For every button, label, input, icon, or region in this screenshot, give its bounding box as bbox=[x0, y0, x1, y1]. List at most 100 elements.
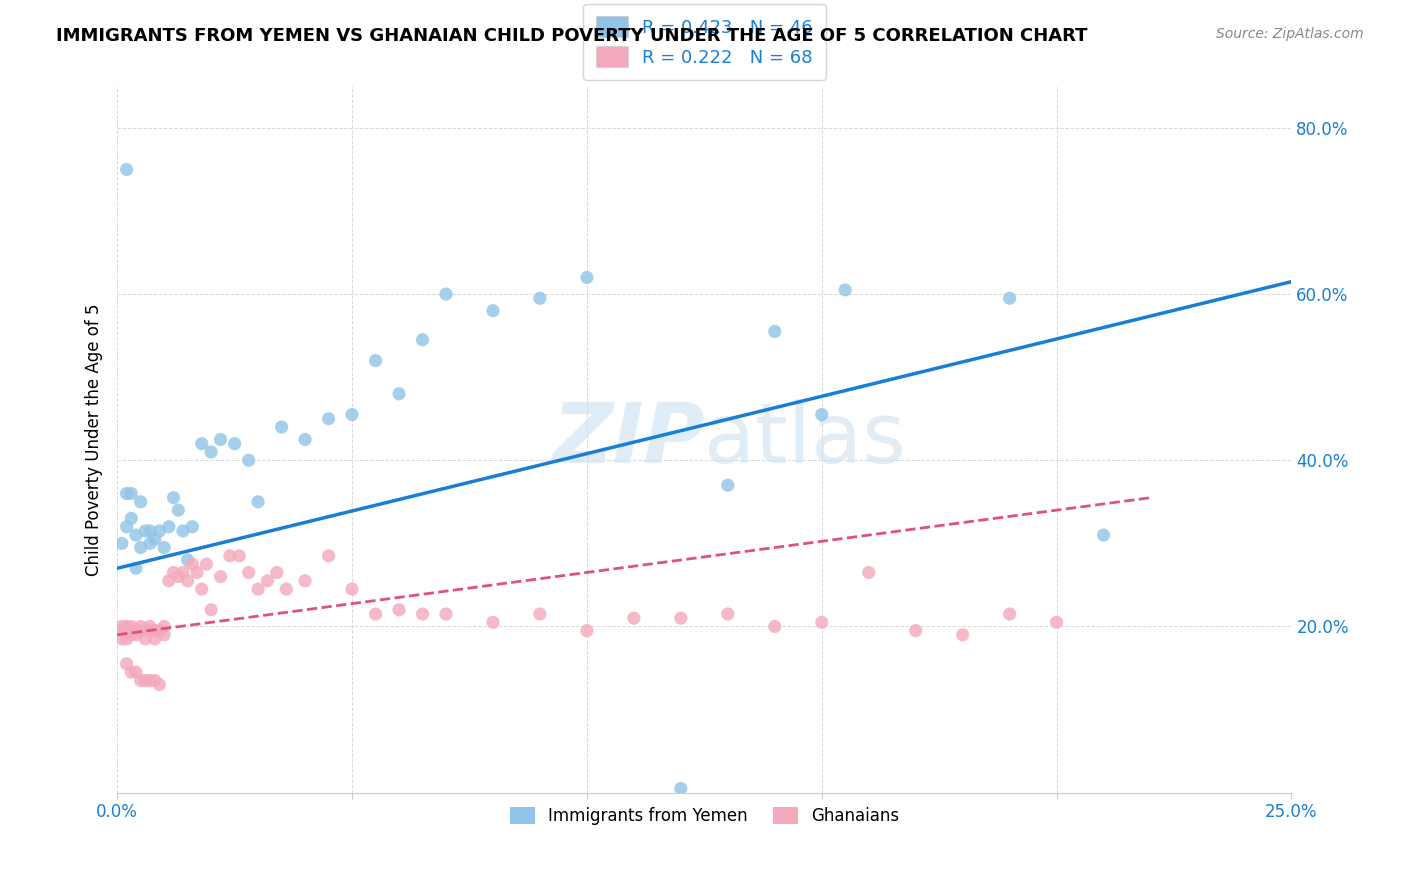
Point bbox=[120, 624, 142, 638]
Point bbox=[167, 569, 190, 583]
Point bbox=[247, 495, 270, 509]
Text: IMMIGRANTS FROM YEMEN VS GHANAIAN CHILD POVERTY UNDER THE AGE OF 5 CORRELATION C: IMMIGRANTS FROM YEMEN VS GHANAIAN CHILD … bbox=[56, 27, 1088, 45]
Point bbox=[294, 574, 316, 588]
Point bbox=[153, 619, 176, 633]
Point bbox=[111, 632, 134, 646]
Point bbox=[238, 566, 260, 580]
Point bbox=[482, 303, 505, 318]
Point bbox=[529, 607, 551, 621]
Point bbox=[157, 574, 180, 588]
Point bbox=[364, 353, 387, 368]
Point bbox=[157, 520, 180, 534]
Point bbox=[195, 557, 218, 571]
Point bbox=[209, 569, 232, 583]
Point bbox=[200, 603, 222, 617]
Point bbox=[810, 615, 832, 630]
Point bbox=[134, 524, 156, 538]
Point bbox=[209, 433, 232, 447]
Point bbox=[111, 619, 134, 633]
Point bbox=[153, 541, 176, 555]
Point bbox=[318, 411, 340, 425]
Point bbox=[139, 536, 162, 550]
Point bbox=[434, 287, 457, 301]
Point bbox=[153, 628, 176, 642]
Point bbox=[575, 624, 598, 638]
Point bbox=[858, 566, 880, 580]
Point bbox=[115, 162, 138, 177]
Point bbox=[669, 611, 692, 625]
Point bbox=[115, 486, 138, 500]
Text: Source: ZipAtlas.com: Source: ZipAtlas.com bbox=[1216, 27, 1364, 41]
Legend: Immigrants from Yemen, Ghanaians: Immigrants from Yemen, Ghanaians bbox=[502, 799, 907, 834]
Point bbox=[125, 561, 148, 575]
Point bbox=[129, 624, 152, 638]
Point bbox=[340, 582, 363, 596]
Point bbox=[134, 632, 156, 646]
Point bbox=[717, 478, 740, 492]
Point bbox=[200, 445, 222, 459]
Point bbox=[143, 624, 166, 638]
Point bbox=[148, 678, 170, 692]
Point bbox=[411, 333, 433, 347]
Point bbox=[115, 657, 138, 671]
Point bbox=[125, 624, 148, 638]
Point bbox=[247, 582, 270, 596]
Point bbox=[176, 574, 198, 588]
Point bbox=[834, 283, 856, 297]
Point bbox=[1045, 615, 1067, 630]
Point bbox=[411, 607, 433, 621]
Point bbox=[763, 619, 786, 633]
Point bbox=[388, 603, 411, 617]
Point bbox=[125, 628, 148, 642]
Point bbox=[529, 291, 551, 305]
Point bbox=[181, 520, 204, 534]
Point bbox=[111, 536, 134, 550]
Point bbox=[120, 511, 142, 525]
Point bbox=[115, 619, 138, 633]
Point bbox=[115, 520, 138, 534]
Point bbox=[364, 607, 387, 621]
Point bbox=[482, 615, 505, 630]
Point bbox=[172, 524, 194, 538]
Point bbox=[181, 557, 204, 571]
Point bbox=[340, 408, 363, 422]
Point bbox=[1092, 528, 1115, 542]
Point bbox=[139, 673, 162, 688]
Point bbox=[162, 566, 184, 580]
Point bbox=[388, 386, 411, 401]
Point bbox=[318, 549, 340, 563]
Point bbox=[276, 582, 298, 596]
Point bbox=[176, 553, 198, 567]
Point bbox=[139, 619, 162, 633]
Point bbox=[143, 673, 166, 688]
Point bbox=[172, 566, 194, 580]
Point bbox=[270, 420, 292, 434]
Point bbox=[129, 619, 152, 633]
Point bbox=[219, 549, 242, 563]
Point bbox=[111, 624, 134, 638]
Text: ZIP: ZIP bbox=[551, 399, 704, 480]
Point bbox=[998, 291, 1021, 305]
Point bbox=[139, 624, 162, 638]
Point bbox=[294, 433, 316, 447]
Point bbox=[763, 325, 786, 339]
Point bbox=[224, 436, 246, 450]
Point bbox=[129, 673, 152, 688]
Point bbox=[717, 607, 740, 621]
Point bbox=[998, 607, 1021, 621]
Point bbox=[434, 607, 457, 621]
Y-axis label: Child Poverty Under the Age of 5: Child Poverty Under the Age of 5 bbox=[86, 303, 103, 575]
Point bbox=[134, 624, 156, 638]
Point bbox=[167, 503, 190, 517]
Point bbox=[115, 624, 138, 638]
Point bbox=[186, 566, 208, 580]
Point bbox=[228, 549, 250, 563]
Point bbox=[139, 524, 162, 538]
Point bbox=[120, 486, 142, 500]
Point bbox=[129, 541, 152, 555]
Point bbox=[120, 619, 142, 633]
Point bbox=[190, 436, 212, 450]
Point bbox=[162, 491, 184, 505]
Point bbox=[266, 566, 288, 580]
Point bbox=[575, 270, 598, 285]
